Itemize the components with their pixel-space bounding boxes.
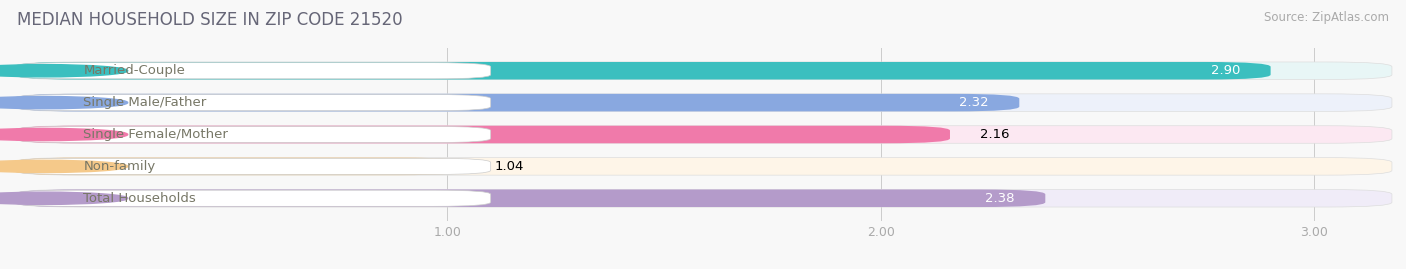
FancyBboxPatch shape xyxy=(14,94,491,111)
Text: 2.32: 2.32 xyxy=(959,96,988,109)
FancyBboxPatch shape xyxy=(14,189,1045,207)
Text: Single Female/Mother: Single Female/Mother xyxy=(83,128,228,141)
FancyBboxPatch shape xyxy=(14,63,491,79)
FancyBboxPatch shape xyxy=(14,62,1271,80)
Text: Single Male/Father: Single Male/Father xyxy=(83,96,207,109)
FancyBboxPatch shape xyxy=(14,158,1392,175)
Text: 1.04: 1.04 xyxy=(495,160,524,173)
Circle shape xyxy=(0,160,128,172)
FancyBboxPatch shape xyxy=(14,94,1019,111)
FancyBboxPatch shape xyxy=(14,189,1392,207)
FancyBboxPatch shape xyxy=(14,62,1392,80)
Text: 2.38: 2.38 xyxy=(986,192,1015,205)
FancyBboxPatch shape xyxy=(14,190,491,206)
Text: 2.16: 2.16 xyxy=(980,128,1010,141)
Text: Married-Couple: Married-Couple xyxy=(83,64,186,77)
Circle shape xyxy=(0,65,128,77)
FancyBboxPatch shape xyxy=(14,126,1392,143)
Text: Non-family: Non-family xyxy=(83,160,156,173)
Circle shape xyxy=(0,97,128,109)
FancyBboxPatch shape xyxy=(14,94,1392,111)
Text: Total Households: Total Households xyxy=(83,192,197,205)
Text: Source: ZipAtlas.com: Source: ZipAtlas.com xyxy=(1264,11,1389,24)
FancyBboxPatch shape xyxy=(14,158,491,175)
Text: MEDIAN HOUSEHOLD SIZE IN ZIP CODE 21520: MEDIAN HOUSEHOLD SIZE IN ZIP CODE 21520 xyxy=(17,11,402,29)
Circle shape xyxy=(0,192,128,204)
FancyBboxPatch shape xyxy=(14,126,491,143)
Text: 2.90: 2.90 xyxy=(1211,64,1240,77)
FancyBboxPatch shape xyxy=(14,126,950,143)
FancyBboxPatch shape xyxy=(14,158,465,175)
Circle shape xyxy=(0,128,128,141)
